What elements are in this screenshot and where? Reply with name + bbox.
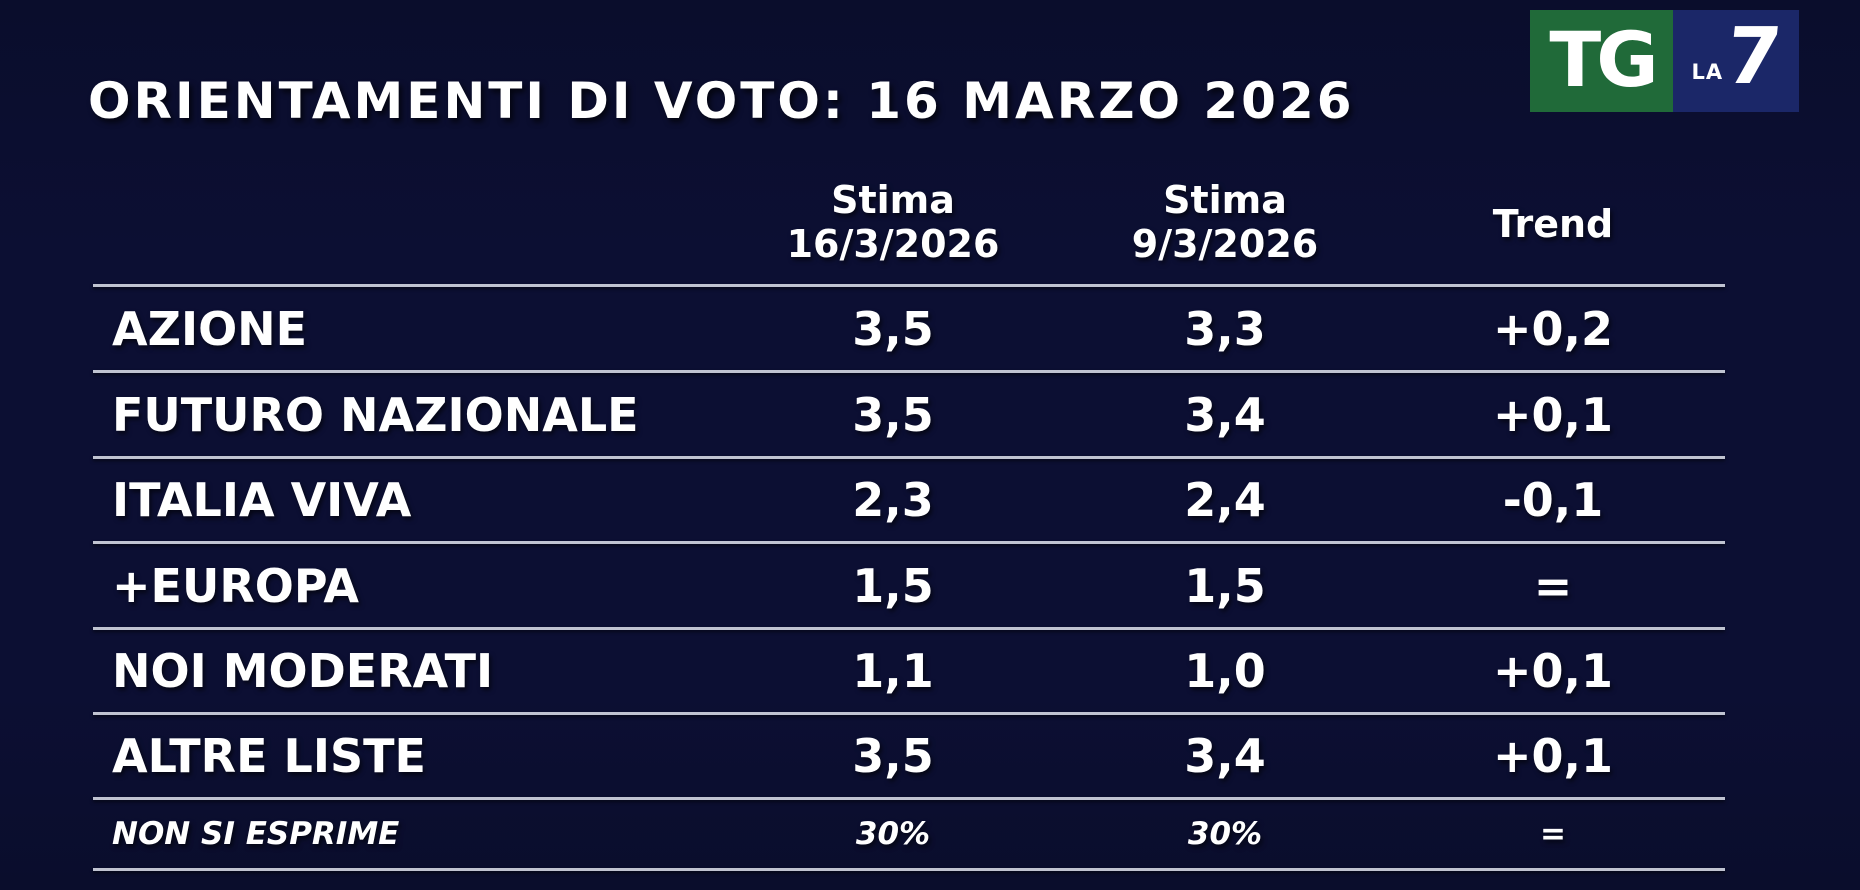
table-row: +EUROPA 1,5 1,5 = xyxy=(93,544,1725,627)
table-divider xyxy=(93,627,1725,630)
table-divider xyxy=(93,456,1725,459)
table-divider xyxy=(93,284,1725,287)
stima-current-value: 3,5 xyxy=(852,387,934,442)
stima-current-value: 1,1 xyxy=(852,644,934,698)
trend-value: -0,1 xyxy=(1502,473,1604,527)
stima-previous-value: 30% xyxy=(1187,816,1263,852)
stima-current-value: 3,5 xyxy=(852,301,934,356)
column-header-stima-previous: Stima 9/3/2026 xyxy=(1131,178,1319,266)
column-header-trend: Trend xyxy=(1492,202,1614,246)
party-name: FUTURO NAZIONALE xyxy=(112,387,639,442)
trend-value: +0,1 xyxy=(1492,387,1614,442)
trend-value: +0,1 xyxy=(1492,644,1614,698)
table-divider xyxy=(93,868,1725,871)
table-divider xyxy=(93,541,1725,544)
table-divider xyxy=(93,712,1725,715)
table-divider xyxy=(93,797,1725,800)
table-divider xyxy=(93,370,1725,373)
table-row: ALTRE LISTE 3,5 3,4 +0,1 xyxy=(93,715,1725,797)
trend-value: = xyxy=(1540,816,1566,852)
party-name: NON SI ESPRIME xyxy=(112,816,400,852)
page-title: ORIENTAMENTI DI VOTO: 16 MARZO 2026 xyxy=(88,72,1355,130)
trend-value: +0,1 xyxy=(1492,729,1614,783)
stima-current-value: 2,3 xyxy=(852,473,934,527)
logo-la-text: LA xyxy=(1691,60,1724,84)
stima-previous-value: 3,4 xyxy=(1184,387,1266,442)
trend-value: +0,2 xyxy=(1492,301,1614,356)
party-name: AZIONE xyxy=(112,301,308,356)
column-header-stima-current: Stima 16/3/2026 xyxy=(786,178,1000,266)
trend-value: = xyxy=(1533,558,1573,613)
table-row: NOI MODERATI 1,1 1,0 +0,1 xyxy=(93,630,1725,712)
stima-previous-value: 3,3 xyxy=(1184,301,1266,356)
stima-previous-value: 3,4 xyxy=(1184,729,1266,783)
table-row: ITALIA VIVA 2,3 2,4 -0,1 xyxy=(93,459,1725,541)
stima-previous-value: 1,0 xyxy=(1184,644,1266,698)
stima-previous-value: 1,5 xyxy=(1184,558,1266,613)
party-name: +EUROPA xyxy=(112,558,359,613)
tg-la7-logo: TG LA 7 xyxy=(1530,10,1799,112)
table-row: AZIONE 3,5 3,3 +0,2 xyxy=(93,287,1725,370)
stima-current-value: 1,5 xyxy=(852,558,934,613)
stima-previous-value: 2,4 xyxy=(1184,473,1266,527)
table-row: NON SI ESPRIME 30% 30% = xyxy=(93,800,1725,868)
party-name: ITALIA VIVA xyxy=(112,473,412,527)
logo-seven-text: 7 xyxy=(1721,12,1786,102)
party-name: ALTRE LISTE xyxy=(112,729,426,783)
logo-la7-block: LA 7 xyxy=(1673,10,1799,112)
stima-current-value: 3,5 xyxy=(852,729,934,783)
stima-current-value: 30% xyxy=(855,816,931,852)
logo-tg-block: TG xyxy=(1530,10,1673,112)
party-name: NOI MODERATI xyxy=(112,644,494,698)
logo-tg-text: TG xyxy=(1549,14,1658,104)
table-row: FUTURO NAZIONALE 3,5 3,4 +0,1 xyxy=(93,373,1725,456)
